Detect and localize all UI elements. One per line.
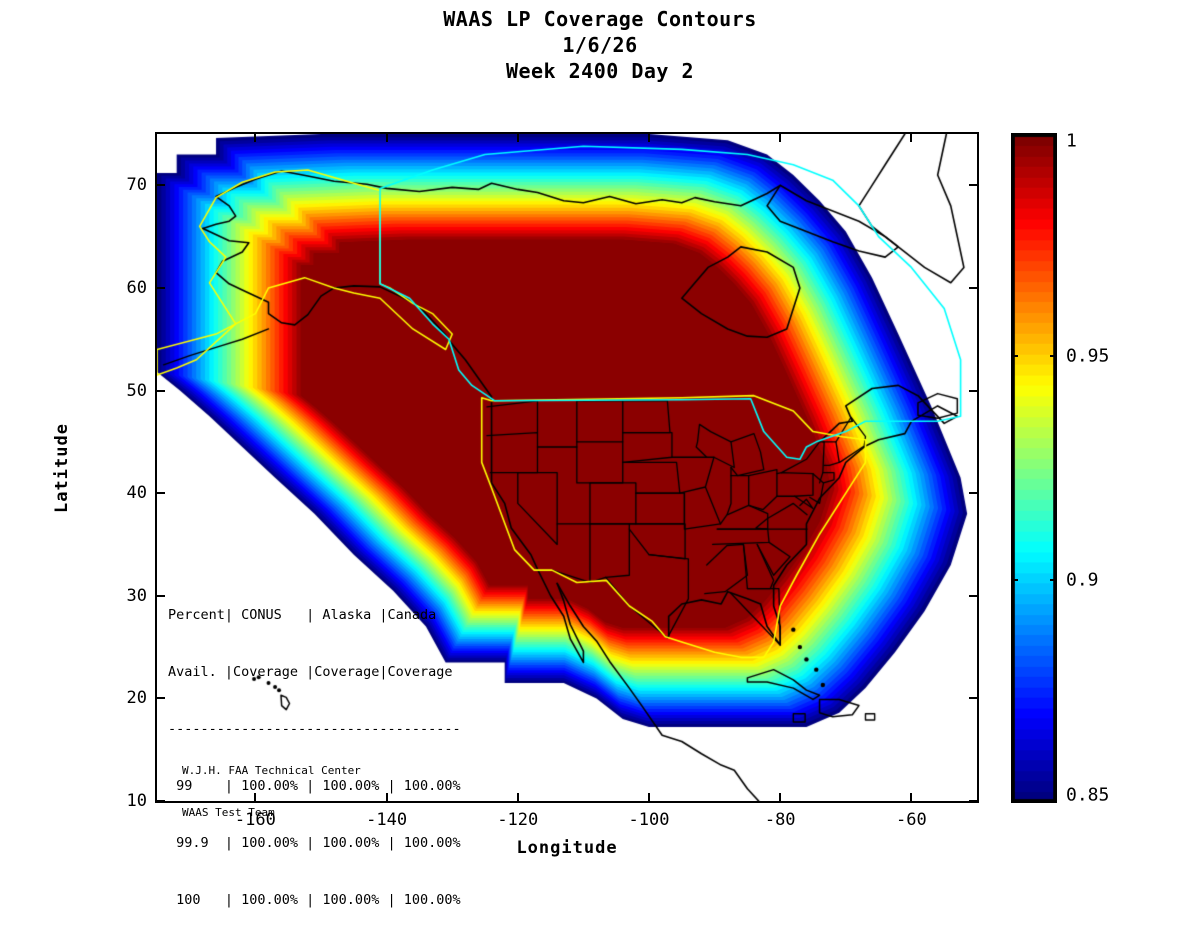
y-axis-label: Latitude: [52, 423, 72, 513]
x-axis-tick: [910, 134, 913, 142]
x-axis-tick-label: -120: [497, 810, 539, 830]
credit-line-1: W.J.H. FAA Technical Center: [182, 764, 361, 777]
chart-title-line-2: 1/6/26: [562, 33, 638, 57]
x-axis-tick-label: -100: [628, 810, 670, 830]
y-axis-tick-label: 60: [126, 277, 147, 298]
table-row: 99.9 | 100.00% | 100.00% | 100.00%: [168, 835, 461, 851]
y-axis-tick: [157, 389, 165, 392]
chart-title-line-3: Week 2400 Day 2: [505, 59, 695, 83]
y-axis-tick-label: 10: [126, 791, 147, 811]
stats-header-rule: ------------------------------------: [168, 721, 461, 737]
y-axis-tick: [157, 184, 165, 187]
y-axis-tick-label: 70: [126, 175, 147, 196]
y-axis-tick: [969, 697, 977, 700]
colorbar-tick-label: 0.85: [1066, 784, 1110, 806]
credit-line-2: WAAS Test Team: [182, 806, 275, 819]
colorbar-tick-label: 0.95: [1066, 345, 1110, 367]
colorbar: [1011, 133, 1057, 803]
x-axis-tick: [648, 793, 650, 801]
x-axis-tick: [910, 793, 913, 801]
x-axis-tick-label: -80: [764, 810, 796, 830]
table-row: 99 | 100.00% | 100.00% | 100.00%: [168, 778, 461, 794]
x-axis-tick: [648, 134, 650, 142]
y-axis-tick-label: 20: [126, 688, 147, 709]
x-axis-tick: [516, 134, 519, 142]
x-axis-tick-label: -140: [366, 810, 408, 830]
y-axis-tick: [969, 492, 977, 495]
y-axis-tick: [157, 697, 165, 700]
colorbar-tick-label: 1: [1066, 130, 1077, 152]
x-axis-tick: [385, 134, 388, 142]
colorbar-tick: [1011, 355, 1018, 358]
colorbar-gradient: [1011, 133, 1057, 803]
table-row: 100 | 100.00% | 100.00% | 100.00%: [168, 892, 461, 908]
y-axis-tick: [157, 594, 165, 597]
map-plot-area[interactable]: [155, 132, 979, 803]
y-axis-tick-label: 30: [126, 585, 147, 606]
y-axis-tick: [969, 286, 977, 289]
colorbar-tick: [1011, 578, 1018, 581]
x-axis-tick: [516, 793, 519, 801]
y-axis-tick: [157, 492, 165, 495]
y-axis-tick: [157, 800, 165, 801]
title-block: WAAS LP Coverage Contours 1/6/26 Week 24…: [0, 6, 1200, 84]
y-axis-tick: [969, 389, 977, 392]
stats-header-row-2: Avail. |Coverage |Coverage|Coverage: [168, 664, 453, 680]
colorbar-tick: [1050, 355, 1057, 358]
colorbar-tick: [1050, 578, 1057, 581]
coverage-contour-canvas: [157, 134, 977, 801]
y-axis-tick-label: 40: [126, 483, 147, 504]
x-axis-label: Longitude: [516, 838, 618, 858]
colorbar-tick-label: 0.9: [1066, 569, 1099, 591]
chart-title-line-1: WAAS LP Coverage Contours: [443, 7, 757, 31]
stats-header-row-1: Percent| CONUS | Alaska |Canada: [168, 607, 437, 623]
x-axis-tick: [385, 793, 388, 801]
y-axis-tick-label: 50: [126, 380, 147, 401]
x-axis-tick: [779, 134, 782, 142]
x-axis-tick-label: -160: [234, 810, 276, 830]
y-axis-tick: [969, 800, 977, 801]
x-axis-tick: [254, 134, 257, 142]
x-axis-tick-label: -60: [896, 810, 927, 830]
x-axis-tick: [779, 793, 782, 801]
y-axis-tick: [969, 594, 977, 597]
credit-text: W.J.H. FAA Technical Center WAAS Test Te…: [182, 736, 361, 834]
y-axis-tick: [969, 184, 977, 187]
x-axis-tick: [254, 793, 257, 801]
y-axis-tick: [157, 286, 165, 289]
